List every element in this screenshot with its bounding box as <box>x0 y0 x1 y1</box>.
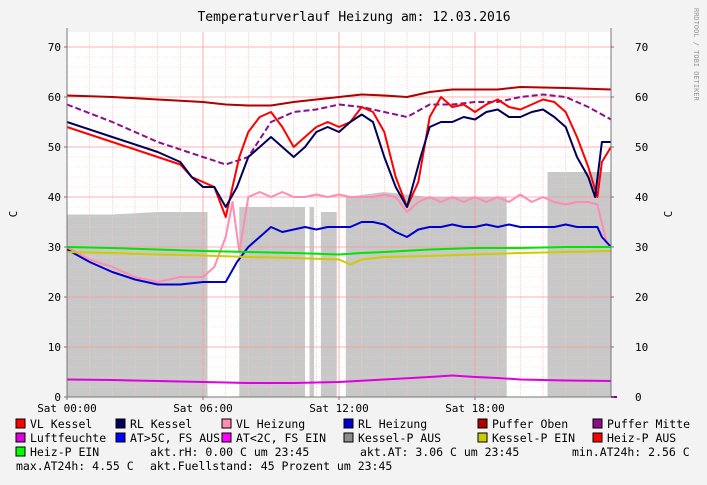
y-tick-label-right: 20 <box>635 291 648 304</box>
legend-swatch <box>477 432 488 443</box>
area-span <box>309 207 315 397</box>
legend-swatch <box>15 446 26 457</box>
area-span <box>547 172 611 397</box>
y-tick-label-right: 10 <box>635 341 648 354</box>
area-span <box>239 207 305 397</box>
legend-item: RL Kessel <box>130 417 192 431</box>
legend-swatch <box>115 432 126 443</box>
y-axis-label-right: C <box>662 211 675 218</box>
legend-swatch <box>15 418 26 429</box>
y-tick-label-right: 70 <box>635 41 648 54</box>
series-line <box>66 374 612 384</box>
legend-swatch <box>221 432 232 443</box>
stat-akt-rh: akt.rH: 0.00 C um 23:45 <box>150 445 309 459</box>
legend-swatch <box>592 432 603 443</box>
x-tick-label: Sat 06:00 <box>173 402 233 415</box>
stat-max-at: max.AT24h: 4.55 C <box>16 459 134 473</box>
chart-title: Temperaturverlauf Heizung am: 12.03.2016 <box>197 10 510 25</box>
y-tick-label-right: 0 <box>635 391 642 404</box>
y-tick-label: 50 <box>48 141 61 154</box>
legend-item: Puffer Oben <box>492 417 568 431</box>
legend-item: Kessel-P EIN <box>492 431 575 445</box>
y-axis-label-left: C <box>7 211 20 218</box>
legend-item: RL Heizung <box>358 417 427 431</box>
legend-swatch <box>343 432 354 443</box>
x-tick-label: Sat 18:00 <box>445 402 505 415</box>
series-line <box>66 93 612 166</box>
legend-item: Kessel-P AUS <box>358 431 441 445</box>
y-tick-label: 30 <box>48 241 61 254</box>
legend-item: AT<2C, FS EIN <box>236 431 326 445</box>
area-span <box>320 212 337 397</box>
legend-item: VL Heizung <box>236 417 305 431</box>
y-tick-label-right: 30 <box>635 241 648 254</box>
legend-item: Luftfeuchte <box>30 431 106 445</box>
y-tick-label: 0 <box>54 391 61 404</box>
series-line <box>66 250 612 266</box>
stat-fuellstand: akt.Fuellstand: 45 Prozent um 23:45 <box>150 459 392 473</box>
series-line <box>66 96 612 218</box>
legend-swatch <box>477 418 488 429</box>
legend-swatch <box>592 418 603 429</box>
x-tick-label: Sat 12:00 <box>309 402 369 415</box>
legend-item: Puffer Mitte <box>607 417 690 431</box>
series-line <box>66 221 612 286</box>
legend: VL Kessel RL Kessel VL Heizung RL Heizung Pu… <box>15 417 690 459</box>
legend-swatch <box>343 418 354 429</box>
y-tick-label-right: 60 <box>635 91 648 104</box>
y-tick-label-right: 50 <box>635 141 648 154</box>
legend-item: VL Kessel <box>30 417 92 431</box>
legend-item: Heiz-P AUS <box>607 431 676 445</box>
watermark: RRDTOOL / TOBI OETIKER <box>692 8 700 102</box>
legend-item: Heiz-P EIN <box>30 445 99 459</box>
series-line <box>66 246 611 256</box>
legend-swatch <box>221 418 232 429</box>
stat-akt-at: akt.AT: 3.06 C um 23:45 <box>360 445 519 459</box>
area-span <box>67 212 208 397</box>
series-line <box>66 86 612 107</box>
y-tick-label-right: 40 <box>635 191 648 204</box>
area-span <box>345 192 507 397</box>
legend-swatch <box>115 418 126 429</box>
y-tick-label: 20 <box>48 291 61 304</box>
series-line <box>66 108 611 208</box>
y-tick-label: 60 <box>48 91 61 104</box>
y-tick-label: 40 <box>48 191 61 204</box>
plot-area: 0 0 10 10 20 20 30 30 40 40 50 50 60 60 70 70 Sat 00:00 S… <box>37 28 648 415</box>
legend-item: AT>5C, FS AUS <box>130 431 220 445</box>
x-tick-label: Sat 00:00 <box>37 402 97 415</box>
legend-swatch <box>15 432 26 443</box>
y-tick-label: 10 <box>48 341 61 354</box>
y-tick-label: 70 <box>48 41 61 54</box>
stat-min-at: min.AT24h: 2.56 C <box>572 445 690 459</box>
